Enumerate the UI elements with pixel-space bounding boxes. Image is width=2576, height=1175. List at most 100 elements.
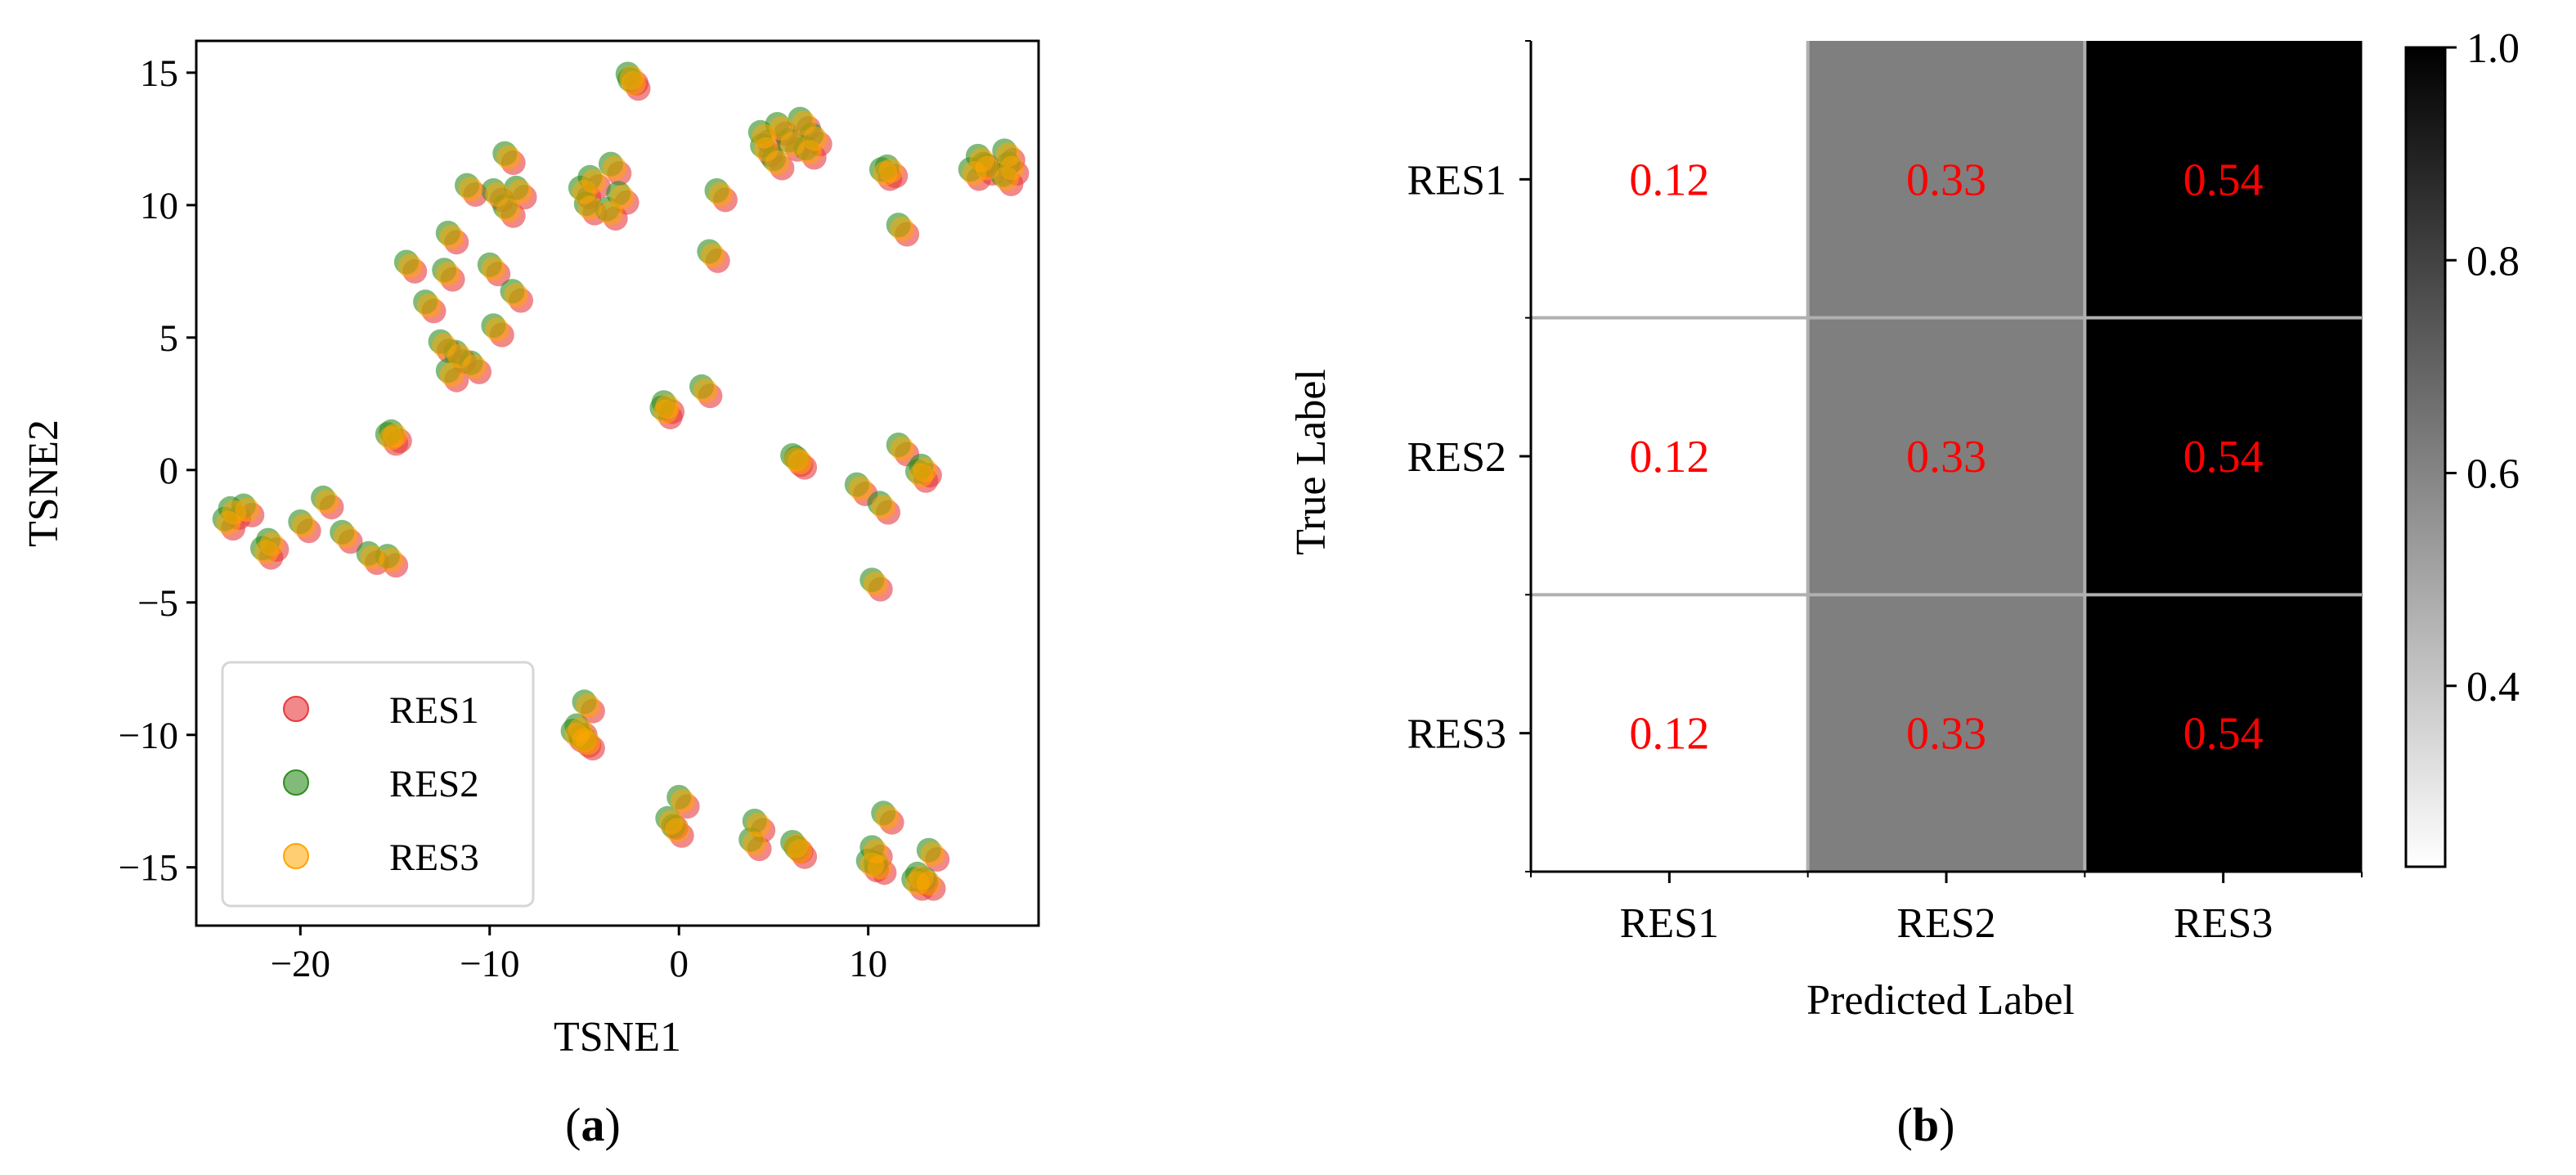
heatmap-cell-value: 0.54	[2183, 709, 2264, 760]
heatmap-cell-value: 0.33	[1906, 155, 1986, 205]
scatter-point-res3	[765, 150, 790, 175]
scatter-y-tick-label: −10	[118, 715, 178, 757]
heatmap-cell	[2085, 594, 2363, 872]
scatter-point-res3	[333, 523, 358, 549]
scatter-point-res3	[314, 489, 339, 514]
panel-label-a: (a)	[565, 1098, 621, 1151]
heatmap-cell-value: 0.54	[2183, 155, 2264, 205]
scatter-panel: −20 −10 0 10 15 10 5 0 −5 −10 −15 TSNE1 TSNE2 RES1…	[20, 39, 1040, 1151]
scatter-point-res3	[379, 547, 404, 572]
heatmap-cell	[1531, 594, 1809, 872]
legend-label-res2: RES2	[389, 763, 479, 805]
colorbar-tick-label: 0.4	[2466, 664, 2520, 711]
scatter-point-res3	[962, 161, 987, 186]
heatmap-x-axis-label: Predicted Label	[1806, 977, 2075, 1024]
scatter-x-tick-label: 10	[849, 943, 887, 985]
scatter-y-tick-label: −5	[137, 582, 178, 625]
scatter-point-res3	[602, 155, 627, 181]
scatter-axes: −20 −10 0 10 15 10 5 0 −5 −10 −15	[118, 52, 887, 985]
scatter-point-res3	[863, 572, 888, 597]
scatter-y-tick-label: 15	[140, 52, 178, 95]
scatter-point-res3	[458, 177, 483, 202]
scatter-point-res3	[439, 362, 464, 388]
scatter-y-tick-label: 0	[159, 450, 179, 492]
heatmap-cell-value: 0.54	[2183, 432, 2264, 482]
heatmap-cell	[2085, 317, 2363, 595]
scatter-point-res3	[994, 166, 1019, 191]
heatmap-cell-value: 0.33	[1906, 709, 1986, 760]
colorbar-tick-label: 1.0	[2466, 25, 2520, 72]
scatter-y-tick-label: 5	[159, 317, 179, 360]
scatter-point-res3	[848, 476, 873, 501]
scatter-point-res3	[873, 161, 898, 186]
scatter-legend: RES1 RES2 RES3	[221, 661, 535, 908]
scatter-point-res3	[496, 198, 521, 223]
scatter-point-res3	[439, 224, 464, 249]
scatter-point-res3	[742, 831, 767, 856]
scatter-point-res3	[621, 70, 646, 96]
heatmap-cell	[1807, 41, 2085, 319]
colorbar-tick-label: 0.8	[2466, 238, 2520, 285]
heatmap-cell-value: 0.12	[1629, 709, 1709, 760]
scatter-point-res3	[435, 262, 460, 287]
heatmap-y-tick-label: RES1	[1407, 157, 1506, 204]
scatter-point-res3	[700, 243, 725, 268]
scatter-point-res3	[670, 788, 695, 814]
heatmap-cell-value: 0.12	[1629, 432, 1709, 482]
scatter-point-res3	[507, 179, 532, 204]
scatter-point-res3	[746, 812, 771, 837]
panel-label-a-letter: a	[581, 1098, 605, 1151]
scatter-point-res3	[216, 510, 241, 536]
heatmap-x-tick-label: RES1	[1620, 900, 1719, 947]
legend-marker-res3	[283, 843, 309, 869]
legend-label-res1: RES1	[389, 689, 479, 732]
scatter-point-res3	[564, 722, 590, 747]
scatter-point-res3	[504, 283, 529, 307]
legend-marker-res2	[283, 769, 309, 796]
scatter-point-res3	[909, 865, 934, 890]
scatter-point-res3	[867, 854, 892, 880]
scatter-point-res3	[890, 436, 915, 461]
scatter-point-res3	[664, 818, 689, 843]
scatter-point-res3	[496, 145, 521, 170]
scatter-point-res3	[576, 693, 601, 719]
scatter-x-tick-label: −20	[271, 943, 331, 985]
heatmap-panel: 0.12 0.33 0.54 0.12 0.33 0.54 0.12 0.33 0.54 RES…	[1288, 25, 2520, 1151]
scatter-point-res3	[416, 294, 442, 318]
scatter-point-res3	[874, 805, 900, 830]
scatter-point-res3	[708, 182, 734, 207]
scatter-x-tick-label: 0	[669, 943, 689, 985]
scatter-y-tick-label: −15	[118, 847, 178, 890]
heatmap-cell	[1807, 317, 2085, 595]
heatmap-x-tick-label: RES2	[1896, 900, 1995, 947]
heatmap-cell	[2085, 41, 2363, 319]
scatter-point-res3	[780, 132, 806, 157]
scatter-point-res3	[653, 399, 678, 424]
scatter-point-res3	[920, 841, 945, 867]
heatmap-cell	[1807, 594, 2085, 872]
heatmap-y-axis-label: True Label	[1288, 369, 1335, 555]
scatter-point-res3	[481, 256, 506, 281]
heatmap-cell-value: 0.33	[1906, 432, 1986, 482]
scatter-point-res3	[909, 463, 934, 488]
heatmap-x-tick-label: RES3	[2174, 900, 2273, 947]
heatmap-cell-value: 0.12	[1629, 155, 1709, 205]
scatter-point-res3	[693, 378, 718, 403]
scatter-point-res3	[577, 195, 603, 221]
heatmap-cell	[1531, 317, 1809, 595]
legend-box	[221, 661, 535, 908]
scatter-points	[212, 61, 1030, 901]
scatter-point-res3	[291, 513, 316, 538]
scatter-point-res3	[485, 317, 509, 343]
scatter-point-res3	[397, 253, 423, 279]
scatter-point-res3	[788, 839, 813, 864]
scatter-point-res3	[871, 495, 896, 520]
scatter-point-res3	[360, 545, 385, 570]
scatter-point-res3	[383, 423, 407, 448]
legend-marker-res1	[283, 696, 309, 722]
panel-label-b: (b)	[1897, 1098, 1955, 1151]
scatter-x-tick-label: −10	[460, 943, 520, 985]
scatter-point-res3	[890, 217, 915, 241]
heatmap-grid	[1531, 41, 2362, 872]
